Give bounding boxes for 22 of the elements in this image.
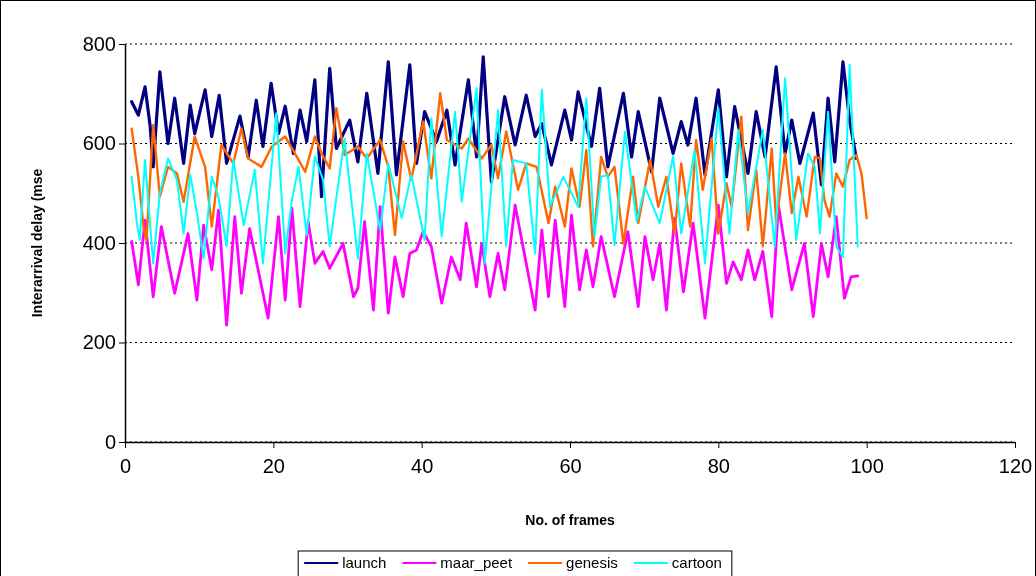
legend-label: launch — [342, 554, 387, 571]
legend-label: cartoon — [671, 554, 722, 571]
y-tick-label: 400 — [82, 231, 116, 254]
x-tick-label: 100 — [850, 455, 884, 477]
y-tick-label: 600 — [82, 132, 116, 155]
x-tick-label: 0 — [119, 455, 132, 477]
y-axis-title: Interarrival delay (mse — [29, 168, 45, 318]
legend-label: maar_peet — [440, 554, 513, 571]
y-tick-label: 0 — [104, 430, 116, 453]
line-series — [130, 92, 868, 248]
x-tick-label: 120 — [998, 455, 1033, 477]
y-tick-label: 200 — [82, 331, 116, 354]
x-tick-label: 20 — [262, 455, 285, 477]
line-series — [130, 203, 860, 327]
line-series — [130, 55, 858, 199]
y-tick-label: 800 — [82, 32, 116, 55]
x-tick-label: 40 — [411, 455, 434, 477]
legend-label: genesis — [566, 554, 618, 571]
x-tick-label: 80 — [707, 455, 730, 477]
line-series — [130, 63, 859, 265]
x-tick-label: 60 — [559, 455, 582, 477]
x-axis-title: No. of frames — [525, 512, 615, 528]
